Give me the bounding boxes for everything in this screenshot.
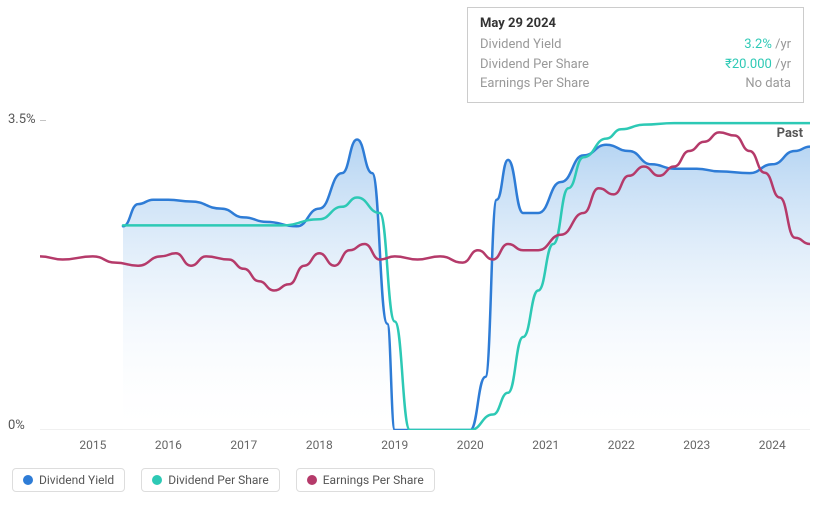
legend-item-earnings-per-share[interactable]: Earnings Per Share xyxy=(296,468,435,492)
x-axis-tick-label: 2024 xyxy=(759,438,786,452)
legend-swatch xyxy=(307,475,317,485)
x-axis-tick-label: 2022 xyxy=(608,438,635,452)
tooltip-row: Earnings Per Share No data xyxy=(480,74,791,94)
x-axis-tick-label: 2016 xyxy=(155,438,182,452)
chart-legend: Dividend Yield Dividend Per Share Earnin… xyxy=(12,468,435,492)
x-axis-tick-label: 2023 xyxy=(683,438,710,452)
tooltip-label: Dividend Yield xyxy=(480,35,561,55)
tooltip-date: May 29 2024 xyxy=(480,16,791,31)
x-axis-tick-label: 2018 xyxy=(306,438,333,452)
legend-item-dividend-per-share[interactable]: Dividend Per Share xyxy=(141,468,280,492)
legend-item-dividend-yield[interactable]: Dividend Yield xyxy=(12,468,125,492)
legend-label: Dividend Per Share xyxy=(168,473,269,487)
dividend-chart: May 29 2024 Dividend Yield 3.2% /yr Divi… xyxy=(0,0,821,508)
tooltip-label: Earnings Per Share xyxy=(480,74,589,94)
legend-label: Dividend Yield xyxy=(39,473,114,487)
x-axis-tick-label: 2020 xyxy=(457,438,484,452)
y-axis-tick-label: 0% xyxy=(8,418,25,433)
tooltip-label: Dividend Per Share xyxy=(480,55,589,75)
chart-plot-area[interactable] xyxy=(40,120,810,430)
chart-tooltip: May 29 2024 Dividend Yield 3.2% /yr Divi… xyxy=(467,7,804,103)
legend-label: Earnings Per Share xyxy=(323,473,424,487)
y-axis-tick-label: 3.5% xyxy=(8,112,36,127)
tooltip-row: Dividend Yield 3.2% /yr xyxy=(480,35,791,55)
legend-swatch xyxy=(152,475,162,485)
tooltip-value: No data xyxy=(745,74,791,94)
legend-swatch xyxy=(23,475,33,485)
tooltip-value: ₹20.000 /yr xyxy=(725,55,791,75)
tooltip-value: 3.2% /yr xyxy=(744,35,791,55)
x-axis-labels: 2015 2016 2017 2018 2019 2020 2021 2022 2023 2024 xyxy=(40,438,810,458)
x-axis-tick-label: 2017 xyxy=(230,438,257,452)
chart-svg xyxy=(40,120,810,430)
x-axis-tick-label: 2015 xyxy=(79,438,106,452)
x-axis-tick-label: 2019 xyxy=(381,438,408,452)
x-axis-tick-label: 2021 xyxy=(532,438,559,452)
past-label: Past xyxy=(777,126,803,141)
tooltip-row: Dividend Per Share ₹20.000 /yr xyxy=(480,55,791,75)
